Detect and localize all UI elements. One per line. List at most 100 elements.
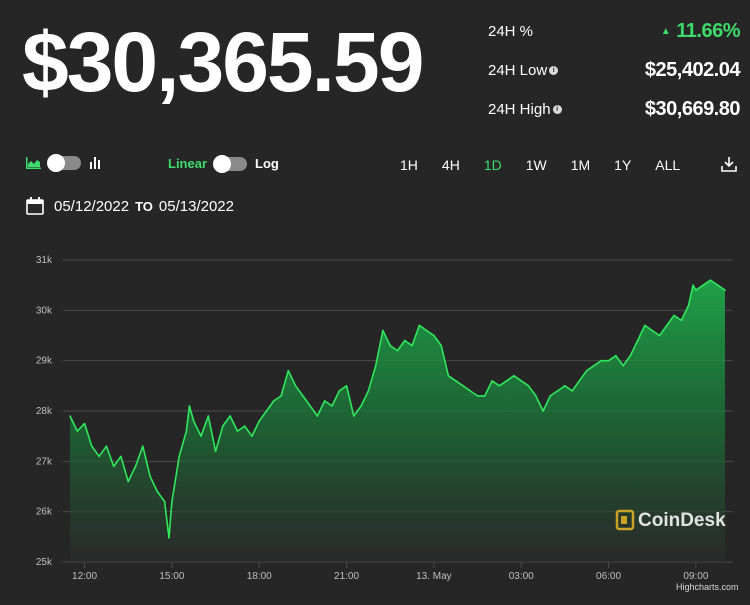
price-point bbox=[549, 395, 552, 397]
range-tab-1h[interactable]: 1H bbox=[400, 157, 418, 173]
price-point bbox=[403, 339, 406, 342]
scale-linear-label[interactable]: Linear bbox=[168, 156, 208, 171]
price-point bbox=[716, 284, 719, 286]
chart-type-switch[interactable] bbox=[47, 154, 81, 172]
price-point bbox=[222, 425, 224, 427]
price-point bbox=[462, 385, 464, 387]
price-point bbox=[484, 395, 486, 397]
stat-label-text: 24H Low bbox=[488, 62, 548, 79]
range-tab-1w[interactable]: 1W bbox=[525, 157, 547, 173]
price-point bbox=[105, 445, 108, 448]
stat-row-change: 24H % ▲ 11.66% bbox=[488, 12, 740, 51]
coindesk-watermark: CoinDesk bbox=[615, 509, 726, 531]
price-point bbox=[687, 304, 690, 307]
price-point bbox=[644, 324, 646, 327]
price-point bbox=[418, 324, 421, 327]
stat-label: 24H Low i bbox=[488, 62, 559, 79]
scale-log-label[interactable]: Log bbox=[255, 156, 279, 171]
price-point bbox=[112, 465, 115, 468]
price-point bbox=[440, 344, 442, 347]
x-tick-label: 03:00 bbox=[509, 571, 534, 582]
price-point bbox=[214, 450, 217, 453]
price-point bbox=[171, 500, 173, 503]
price-point bbox=[469, 390, 472, 392]
watermark-text: CoinDesk bbox=[638, 510, 726, 531]
price-point bbox=[236, 430, 239, 432]
x-axis: 12:00 15:00 18:00 21:00 13. May 03:00 06:00 09:… bbox=[72, 562, 709, 582]
price-point bbox=[513, 374, 515, 377]
price-point bbox=[207, 415, 210, 417]
price-point bbox=[396, 349, 399, 352]
range-tab-1d[interactable]: 1D bbox=[483, 157, 502, 173]
price-point bbox=[658, 334, 661, 337]
credits-link[interactable]: Highcharts.com bbox=[676, 582, 739, 592]
y-tick-label: 26k bbox=[36, 507, 53, 518]
scale-toggle[interactable]: Linear Log bbox=[168, 154, 279, 173]
price-point bbox=[702, 284, 704, 286]
info-icon[interactable]: i bbox=[552, 105, 562, 114]
price-point bbox=[615, 354, 617, 357]
y-tick-label: 28k bbox=[36, 406, 53, 417]
calendar-icon[interactable] bbox=[26, 197, 44, 215]
price-point bbox=[168, 537, 170, 539]
price-point bbox=[411, 344, 413, 347]
price-point bbox=[294, 385, 297, 387]
x-tick-label: 09:00 bbox=[683, 571, 708, 582]
x-tick-label: 18:00 bbox=[247, 571, 272, 582]
price-area-fill bbox=[70, 280, 725, 562]
price-point bbox=[724, 289, 726, 291]
scale-switch[interactable] bbox=[213, 154, 248, 173]
price-point bbox=[367, 390, 370, 392]
x-tick-label: 21:00 bbox=[334, 571, 359, 582]
price-point bbox=[149, 475, 151, 478]
date-from[interactable]: 05/12/2022 bbox=[54, 197, 130, 215]
price-point bbox=[338, 390, 341, 392]
price-point bbox=[265, 410, 268, 412]
x-tick-label: 13. May bbox=[416, 571, 452, 582]
info-icon[interactable]: i bbox=[549, 66, 559, 75]
price-point bbox=[316, 415, 319, 417]
price-point bbox=[141, 445, 144, 448]
price-chart[interactable]: 25k 26k 27k 28k 29k 30k 31k 12:00 15:00 18:00 21:… bbox=[0, 238, 750, 605]
price-series bbox=[69, 279, 726, 562]
price-point bbox=[665, 324, 668, 327]
chart-type-toggle[interactable] bbox=[26, 154, 101, 172]
date-to-label: TO bbox=[135, 198, 153, 214]
price-point bbox=[69, 415, 71, 417]
range-tab-4h[interactable]: 4H bbox=[441, 157, 460, 173]
y-tick-label: 25k bbox=[36, 557, 53, 568]
price-point bbox=[476, 395, 479, 397]
date-to[interactable]: 05/13/2022 bbox=[158, 197, 234, 215]
price-point bbox=[251, 435, 253, 437]
stats-panel: 24H % ▲ 11.66% 24H Low i $25,402.04 24H … bbox=[488, 12, 741, 129]
price-point bbox=[382, 329, 384, 332]
range-tab-1y[interactable]: 1Y bbox=[614, 157, 632, 173]
price-point bbox=[600, 359, 603, 362]
y-tick-label: 31k bbox=[36, 255, 53, 266]
price-point bbox=[454, 380, 457, 382]
price-point bbox=[527, 385, 530, 387]
price-point bbox=[76, 430, 79, 432]
price-point bbox=[287, 369, 290, 372]
price-point bbox=[680, 319, 683, 322]
stat-row-low: 24H Low i $25,402.04 bbox=[488, 51, 741, 90]
range-tab-all[interactable]: ALL bbox=[655, 157, 681, 173]
price-point bbox=[389, 344, 392, 347]
price-point bbox=[629, 354, 632, 357]
range-tab-1m[interactable]: 1M bbox=[570, 157, 591, 173]
price-point bbox=[83, 422, 86, 425]
y-axis: 25k 26k 27k 28k 29k 30k 31k bbox=[36, 255, 53, 568]
coindesk-logo-icon bbox=[615, 509, 635, 531]
stat-label-text: 24H % bbox=[488, 23, 534, 40]
current-price: $30,365.59 bbox=[22, 15, 424, 109]
price-point bbox=[309, 405, 311, 407]
y-tick-label: 29k bbox=[36, 356, 53, 367]
download-icon[interactable] bbox=[721, 156, 737, 172]
price-point bbox=[98, 455, 100, 458]
price-point bbox=[607, 359, 610, 362]
price-point bbox=[564, 385, 566, 387]
price-point bbox=[374, 364, 377, 367]
price-point bbox=[192, 420, 195, 422]
x-tick-label: 06:00 bbox=[596, 571, 621, 582]
price-point bbox=[302, 395, 304, 397]
